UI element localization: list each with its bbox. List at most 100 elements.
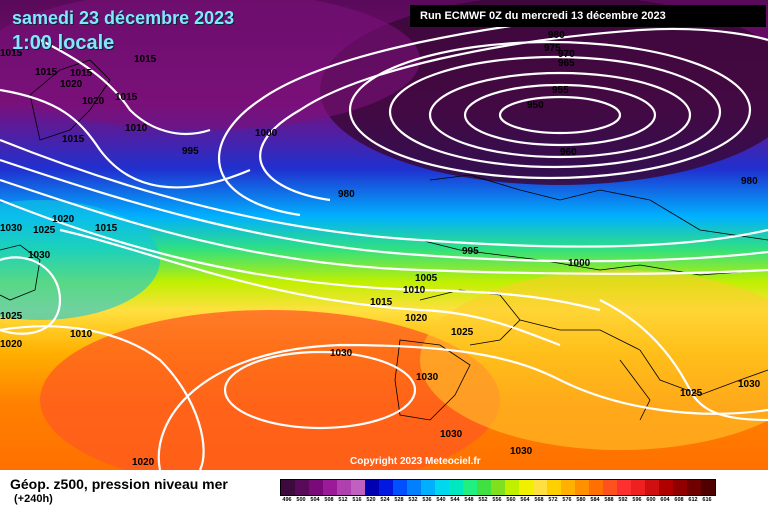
map-canvas: 1015 1015 1015 1020 1020 1015 1010 1015 … [0,0,768,470]
isobar-label: 1015 [370,297,393,308]
color-scale-label: 564 [520,497,530,503]
color-scale-swatch [659,480,673,495]
isobar-label: 1015 [134,54,157,65]
field-label: Géop. z500, pression niveau mer [10,476,228,492]
color-scale-label: 600 [646,497,656,503]
isobar-label: 1010 [403,285,426,296]
isobar-label: 1030 [0,223,23,234]
color-scale-label: 580 [576,497,586,503]
color-scale-swatch [603,480,617,495]
color-scale-swatch [449,480,463,495]
color-scale-label: 560 [506,497,516,503]
color-scale-label: 576 [562,497,572,503]
color-scale-label: 604 [660,497,670,503]
color-scale-swatch [533,480,547,495]
isobar-label: 1025 [0,311,23,322]
isobar-label: 1030 [738,379,761,390]
color-scale-label: 496 [282,497,292,503]
east-ridge-fill [420,270,768,450]
color-scale-label: 612 [688,497,698,503]
color-scale-label: 556 [492,497,502,503]
color-scale-swatch [505,480,519,495]
isobar-label: 980 [338,189,355,200]
color-scale-swatch [687,480,701,495]
isobar-label: 1010 [70,329,93,340]
color-scale-swatch [421,480,435,495]
isobar-labels: 1015 1015 1015 1020 1020 1015 1010 1015 … [0,30,761,468]
color-scale-label: 592 [618,497,628,503]
color-scale-label: 596 [632,497,642,503]
color-scale-swatch [281,480,295,495]
isobar-label: 1015 [115,92,138,103]
color-scale-swatch [645,480,659,495]
ridge-fill [40,310,500,470]
color-scale-label: 516 [352,497,362,503]
color-scale-label: 588 [604,497,614,503]
forecast-time-title: 1:00 locale [12,32,115,54]
color-scale-labels: 496 500 504 508 512 516 520 524 528 532 536 540 544 5… [280,497,714,503]
legend-footer: Géop. z500, pression niveau mer (+240h) … [0,470,768,512]
color-scale-label: 532 [408,497,418,503]
color-scale-label: 504 [310,497,320,503]
isobar-label: 975 [544,43,561,54]
isobar-label: 1020 [52,214,75,225]
isobar-label: 1030 [416,372,439,383]
color-scale-swatch [631,480,645,495]
isobar-label: 1025 [451,327,474,338]
isobar-label: 995 [182,146,199,157]
lead-time-label: (+240h) [14,493,53,505]
model-run-info: Run ECMWF 0Z du mercredi 13 décembre 202… [410,5,766,27]
isobar-label: 1025 [33,225,56,236]
color-scale-swatch [323,480,337,495]
trough-fill [0,0,420,130]
color-scale-label: 540 [436,497,446,503]
isobar-label: 1020 [0,339,23,350]
color-scale-swatch [463,480,477,495]
color-scale-label: 524 [380,497,390,503]
isobar-label: 970 [558,49,575,60]
isobar-label: 995 [462,246,479,257]
isobar-label: 1020 [405,313,428,324]
color-scale-label: 584 [590,497,600,503]
color-scale-label: 572 [548,497,558,503]
isobar-label: 1030 [510,446,533,457]
color-scale-label: 616 [702,497,712,503]
color-scale [280,479,716,496]
isobar-label: 1015 [35,67,58,78]
isobar-label: 1030 [28,250,51,261]
color-scale-label: 528 [394,497,404,503]
isobar-label: 1020 [132,457,155,468]
color-scale-swatch [393,480,407,495]
isobar-label: 950 [527,100,544,111]
color-scale-label: 552 [478,497,488,503]
color-scale-swatch [491,480,505,495]
copyright-notice: Copyright 2023 Meteociel.fr [350,456,481,467]
isobars [0,13,768,470]
isobar-label: 955 [552,85,569,96]
color-scale-swatch [617,480,631,495]
color-scale-label: 544 [450,497,460,503]
isobar-label: 1010 [125,123,148,134]
isobar-label: 1020 [60,79,83,90]
color-scale-label: 520 [366,497,376,503]
isobar-label: 1030 [330,348,353,359]
color-scale-swatch [519,480,533,495]
color-scale-label: 508 [324,497,334,503]
isobar-label: 1005 [415,273,438,284]
isobar-label: 1000 [255,128,278,139]
color-scale-swatch [295,480,309,495]
color-scale-swatch [407,480,421,495]
isobar-label: 1030 [440,429,463,440]
isobar-label: 1000 [568,258,591,269]
color-scale-swatch [309,480,323,495]
coastlines [0,59,768,421]
color-scale-swatch [673,480,687,495]
color-scale-swatch [435,480,449,495]
isobar-label: 1015 [0,48,23,59]
color-scale-label: 568 [534,497,544,503]
isobar-label: 1020 [82,96,105,107]
isobar-label: 1015 [70,68,93,79]
color-scale-label: 548 [464,497,474,503]
color-scale-swatch [337,480,351,495]
color-scale-swatch [575,480,589,495]
